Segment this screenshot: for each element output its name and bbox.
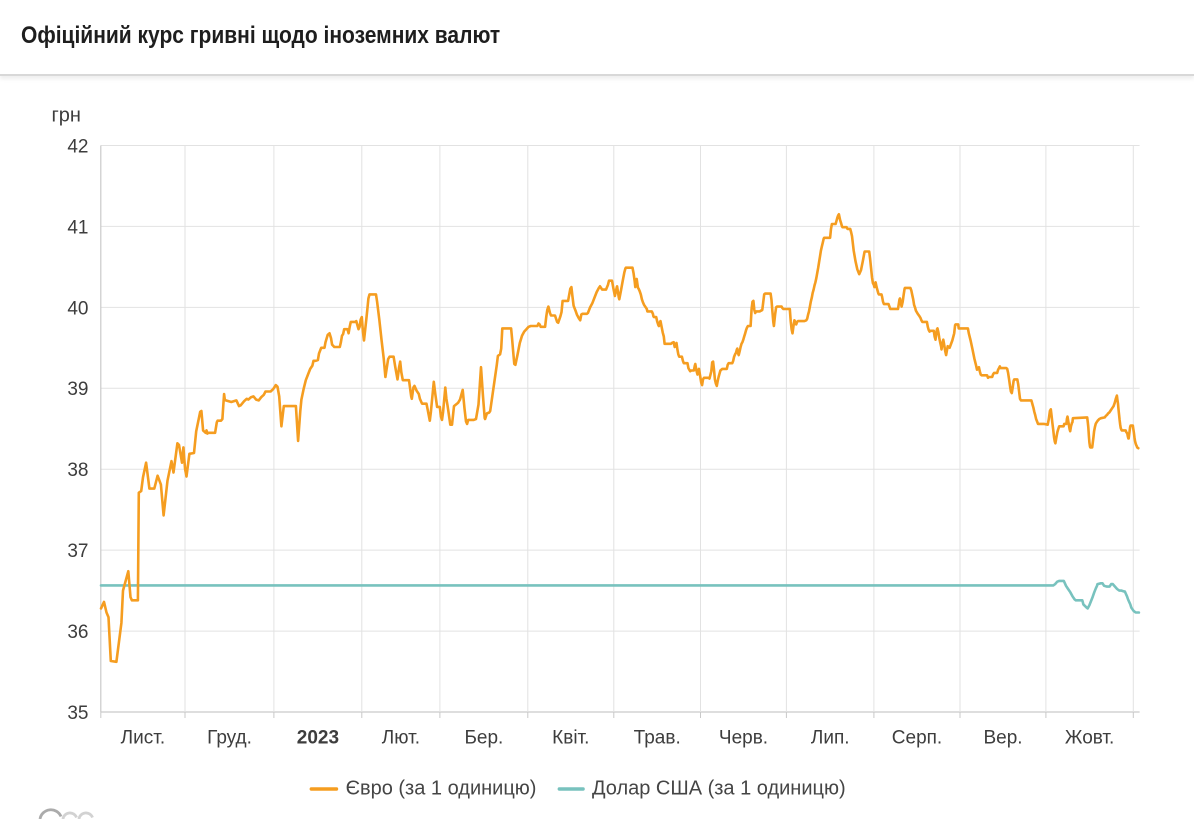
svg-text:Долар США (за 1 одиницю): Долар США (за 1 одиницю) xyxy=(592,778,846,800)
svg-text:Черв.: Черв. xyxy=(719,728,768,749)
svg-text:Серп.: Серп. xyxy=(892,728,942,749)
svg-text:грн: грн xyxy=(52,104,81,126)
svg-text:Трав.: Трав. xyxy=(634,728,681,749)
svg-text:39: 39 xyxy=(67,379,88,400)
svg-text:2023: 2023 xyxy=(297,728,339,749)
svg-text:Вер.: Вер. xyxy=(983,728,1022,749)
svg-text:Лют.: Лют. xyxy=(382,728,420,749)
svg-text:36: 36 xyxy=(67,622,88,643)
svg-text:Лип.: Лип. xyxy=(811,728,850,749)
svg-text:Бер.: Бер. xyxy=(464,728,503,749)
svg-text:Груд.: Груд. xyxy=(207,728,252,749)
svg-text:42: 42 xyxy=(67,136,88,157)
svg-text:Євро (за 1 одиницю): Євро (за 1 одиницю) xyxy=(346,778,537,800)
svg-text:35: 35 xyxy=(67,703,88,724)
svg-text:Квіт.: Квіт. xyxy=(552,728,589,749)
svg-text:41: 41 xyxy=(67,217,88,238)
svg-text:38: 38 xyxy=(67,460,88,481)
svg-text:Жовт.: Жовт. xyxy=(1065,728,1114,749)
svg-text:37: 37 xyxy=(67,541,88,562)
svg-text:Лист.: Лист. xyxy=(121,728,165,749)
svg-text:40: 40 xyxy=(67,298,88,319)
